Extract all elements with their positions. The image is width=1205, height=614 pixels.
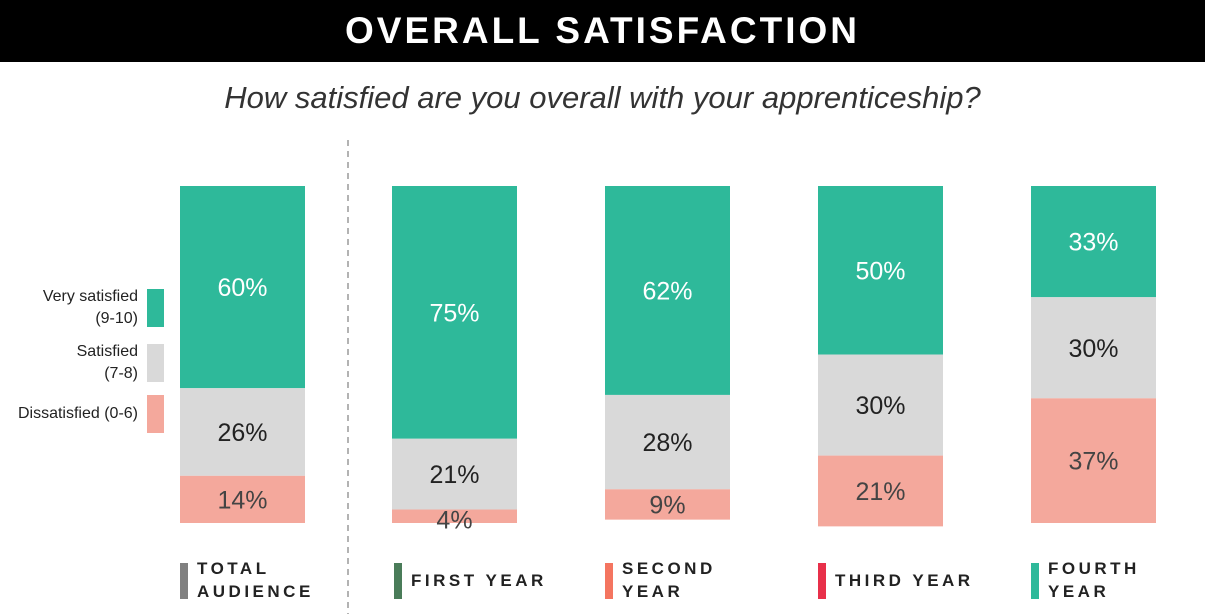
bar-segment-second-year-very-satisfied	[605, 186, 730, 395]
bar-segment-second-year-dissatisfied	[605, 489, 730, 520]
legend-label-dissatisfied: Dissatisfied (0-6)	[17, 405, 138, 422]
bar-segment-fourth-year-satisfied	[1031, 297, 1156, 399]
chart-title: OVERALL SATISFACTION	[345, 10, 860, 51]
data-label-total-audience-very-satisfied: 60%	[217, 274, 267, 302]
data-label-third-year-satisfied: 30%	[855, 392, 905, 420]
bar-segment-total-audience-dissatisfied	[180, 475, 305, 523]
category-label-first-year: FIRST YEAR	[411, 571, 547, 590]
data-label-total-audience-dissatisfied: 14%	[217, 486, 267, 514]
legend-label-satisfied: Satisfied (7-8)	[76, 343, 138, 382]
title-banner: OVERALL SATISFACTION	[0, 0, 1205, 62]
data-label-first-year-dissatisfied: 4%	[436, 506, 472, 534]
data-label-fourth-year-dissatisfied: 37%	[1068, 448, 1118, 476]
category-label-third-year: THIRD YEAR	[835, 571, 974, 590]
data-label-third-year-very-satisfied: 50%	[855, 257, 905, 285]
category-swatch-first-year	[394, 563, 402, 599]
category-label-fourth-year: FOURTH YEAR	[1048, 559, 1140, 601]
category-swatch-fourth-year	[1031, 563, 1039, 599]
data-label-second-year-satisfied: 28%	[642, 429, 692, 457]
category-swatch-total-audience	[180, 563, 188, 599]
data-label-first-year-satisfied: 21%	[429, 461, 479, 489]
legend-label-very-satisfied: Very satisfied (9-10)	[42, 288, 138, 327]
category-label-second-year: SECOND YEAR	[622, 559, 716, 601]
data-label-total-audience-satisfied: 26%	[217, 419, 267, 447]
bar-segment-third-year-satisfied	[818, 354, 943, 456]
legend-swatch-very-satisfied	[147, 289, 164, 327]
bar-segment-first-year-very-satisfied	[392, 186, 517, 439]
category-swatch-third-year	[818, 563, 826, 599]
data-label-third-year-dissatisfied: 21%	[855, 478, 905, 506]
data-label-first-year-very-satisfied: 75%	[429, 299, 479, 327]
data-label-fourth-year-satisfied: 30%	[1068, 335, 1118, 363]
category-swatch-second-year	[605, 563, 613, 599]
bar-segment-fourth-year-dissatisfied	[1031, 398, 1156, 523]
bar-segment-third-year-very-satisfied	[818, 186, 943, 355]
bar-segment-total-audience-satisfied	[180, 388, 305, 476]
data-label-fourth-year-very-satisfied: 33%	[1068, 229, 1118, 257]
data-label-second-year-very-satisfied: 62%	[642, 277, 692, 305]
bar-segment-third-year-dissatisfied	[818, 455, 943, 527]
legend-swatch-dissatisfied	[147, 395, 164, 433]
bar-segment-first-year-dissatisfied	[392, 509, 517, 523]
category-label-total-audience: TOTAL AUDIENCE	[197, 559, 314, 601]
bar-segment-total-audience-very-satisfied	[180, 186, 305, 389]
bar-segment-second-year-satisfied	[605, 394, 730, 490]
chart-subtitle: How satisfied are you overall with your …	[224, 80, 981, 115]
bar-segment-first-year-satisfied	[392, 438, 517, 510]
legend-swatch-satisfied	[147, 344, 164, 382]
bar-segment-fourth-year-very-satisfied	[1031, 186, 1156, 298]
data-label-second-year-dissatisfied: 9%	[649, 491, 685, 519]
